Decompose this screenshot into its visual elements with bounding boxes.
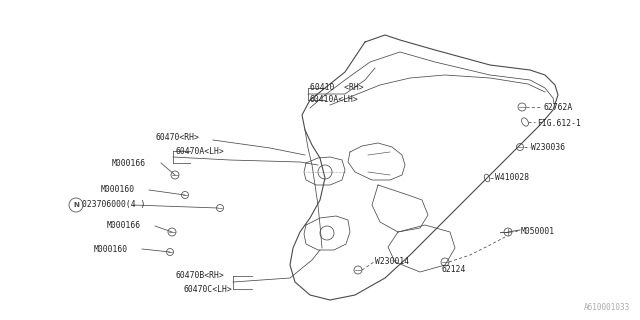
Text: N: N (73, 202, 79, 208)
Text: FIG.612-1: FIG.612-1 (537, 118, 581, 127)
Text: 60410  <RH>: 60410 <RH> (310, 84, 364, 92)
Text: M000160: M000160 (101, 186, 135, 195)
Text: M050001: M050001 (521, 227, 555, 236)
Text: A610001033: A610001033 (584, 303, 630, 312)
Text: M000166: M000166 (112, 158, 146, 167)
Text: M000160: M000160 (94, 244, 128, 253)
Text: 60470<RH>: 60470<RH> (155, 133, 199, 142)
Text: W230014: W230014 (375, 258, 409, 267)
Text: 60470B<RH>: 60470B<RH> (175, 271, 224, 281)
Text: 60470A<LH>: 60470A<LH> (175, 147, 224, 156)
Text: 62762A: 62762A (543, 103, 572, 113)
Text: 023706000(4 ): 023706000(4 ) (82, 201, 145, 210)
Text: 60410A<LH>: 60410A<LH> (310, 95, 359, 105)
Text: M000166: M000166 (107, 221, 141, 230)
Text: 60470C<LH>: 60470C<LH> (183, 284, 232, 293)
Text: 62124: 62124 (442, 266, 467, 275)
Text: W230036: W230036 (531, 143, 565, 153)
Text: W410028: W410028 (495, 173, 529, 182)
